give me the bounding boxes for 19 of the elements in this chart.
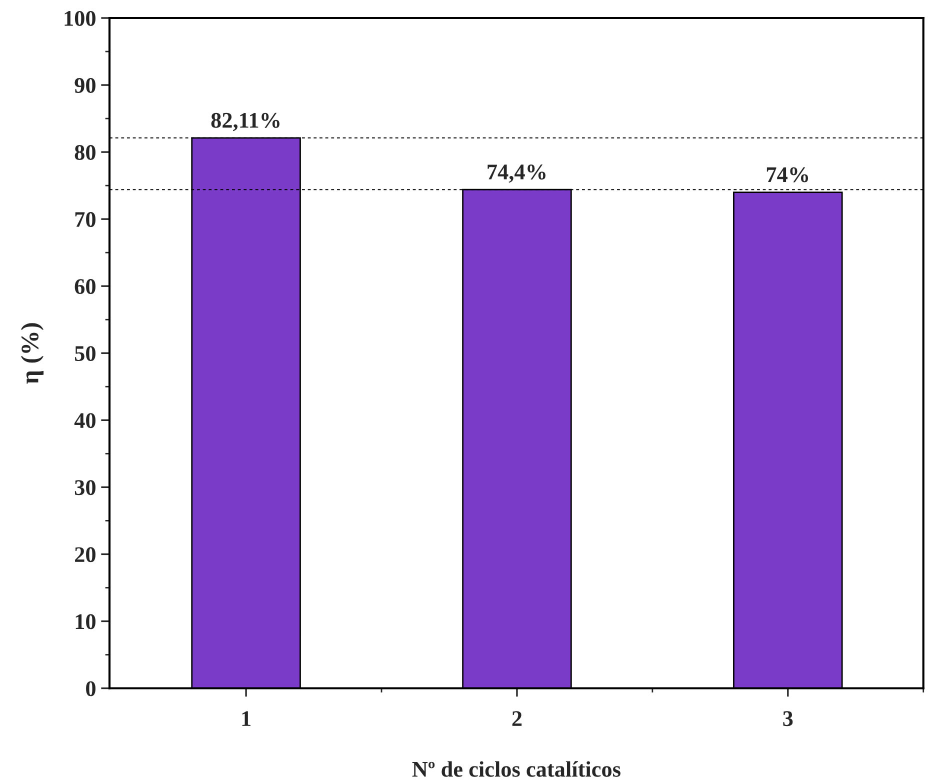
data-label: 74%	[766, 167, 808, 182]
y-tick-label: 20	[75, 547, 96, 562]
data-label: 74,4%	[488, 164, 546, 183]
y-tick-label: 90	[74, 78, 96, 93]
x-tick-label: 1	[242, 711, 250, 726]
data-label: 82,11%	[211, 112, 280, 132]
y-tick-label: 0	[86, 681, 96, 696]
y-tick-label: 50	[74, 346, 96, 362]
y-tick-label: 40	[74, 413, 96, 428]
y-axis-title: η (%)	[20, 323, 44, 384]
y-tick-label: 60	[74, 279, 96, 294]
x-tick-label: 2	[512, 711, 522, 726]
y-tick-label: 100	[64, 10, 96, 26]
x-tick-label: 3	[783, 711, 793, 726]
y-tick-label: 10	[76, 614, 96, 630]
x-axis-title: Nº de ciclos catalíticos	[412, 761, 620, 777]
y-tick-label: 70	[75, 212, 96, 228]
y-tick-label: 80	[74, 144, 96, 160]
y-tick-label: 30	[74, 480, 96, 496]
